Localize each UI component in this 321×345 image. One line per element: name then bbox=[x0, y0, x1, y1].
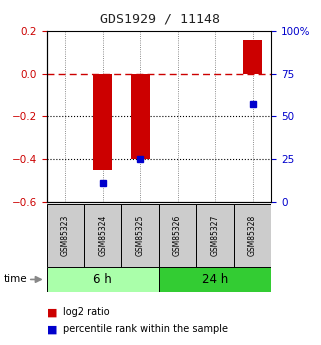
Bar bbox=[121, 204, 159, 267]
Bar bbox=[196, 204, 234, 267]
Bar bbox=[93, 74, 112, 170]
Bar bbox=[159, 267, 271, 292]
Bar bbox=[243, 40, 262, 74]
Bar bbox=[159, 204, 196, 267]
Text: GSM85324: GSM85324 bbox=[98, 215, 107, 256]
Text: GSM85326: GSM85326 bbox=[173, 215, 182, 256]
Text: GSM85328: GSM85328 bbox=[248, 215, 257, 256]
Bar bbox=[131, 74, 150, 159]
Text: GSM85325: GSM85325 bbox=[136, 215, 145, 256]
Text: 6 h: 6 h bbox=[93, 273, 112, 286]
Text: GDS1929 / 11148: GDS1929 / 11148 bbox=[100, 12, 221, 25]
Text: time: time bbox=[3, 275, 27, 284]
Text: GSM85323: GSM85323 bbox=[61, 215, 70, 256]
Text: 24 h: 24 h bbox=[202, 273, 228, 286]
Text: log2 ratio: log2 ratio bbox=[63, 307, 109, 317]
Bar bbox=[47, 204, 84, 267]
Text: percentile rank within the sample: percentile rank within the sample bbox=[63, 325, 228, 334]
Bar bbox=[47, 267, 159, 292]
Text: ■: ■ bbox=[47, 325, 57, 334]
Bar bbox=[84, 204, 121, 267]
Bar bbox=[234, 204, 271, 267]
Text: GSM85327: GSM85327 bbox=[211, 215, 220, 256]
Text: ■: ■ bbox=[47, 307, 57, 317]
